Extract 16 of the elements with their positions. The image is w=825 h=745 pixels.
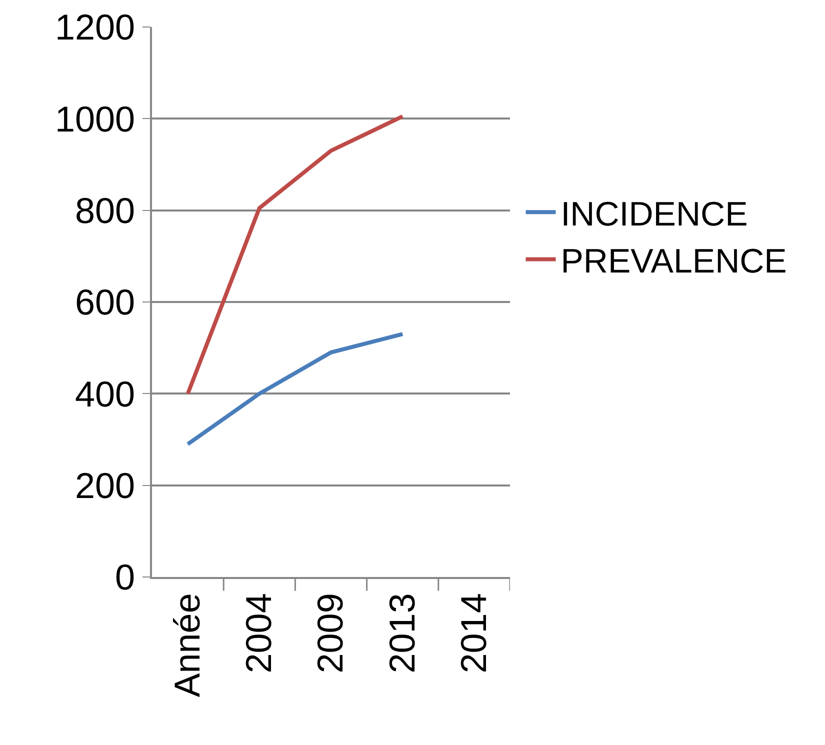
legend-label: PREVALENCE xyxy=(560,242,787,281)
y-tick-label: 400 xyxy=(74,373,136,414)
legend-label: INCIDENCE xyxy=(560,195,748,234)
y-tick-label: 1000 xyxy=(54,98,136,140)
y-tick-label: 0 xyxy=(115,556,136,598)
y-tick-label: 600 xyxy=(74,282,136,323)
x-tick-label: 2009 xyxy=(310,593,351,674)
y-tick-label: 1200 xyxy=(54,6,136,48)
x-tick-label: Année xyxy=(166,593,208,698)
x-tick-label: 2013 xyxy=(381,593,422,674)
x-tick-label: 2014 xyxy=(452,593,494,674)
y-tick-label: 800 xyxy=(74,190,136,231)
line-series xyxy=(186,332,405,446)
y-tick-label: 200 xyxy=(74,464,136,506)
line-series xyxy=(186,114,405,396)
x-tick-label: 2004 xyxy=(238,593,280,674)
